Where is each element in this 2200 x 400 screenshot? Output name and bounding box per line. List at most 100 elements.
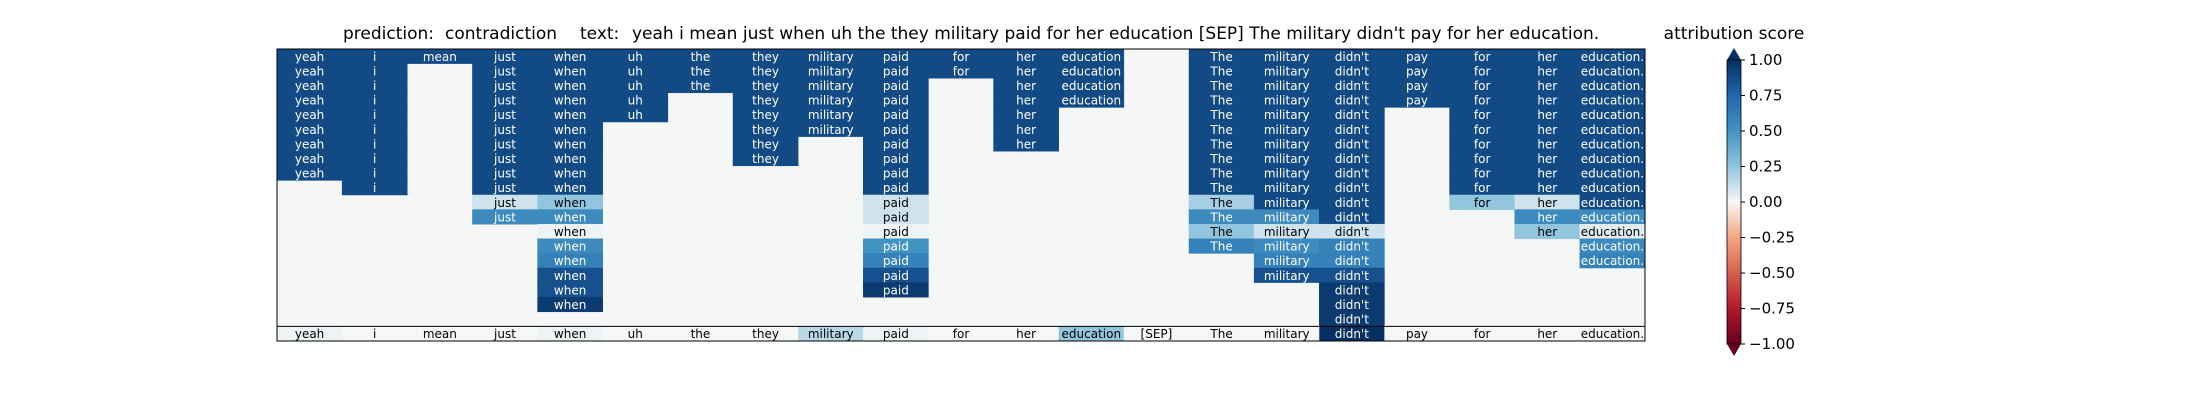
cell-token-label: they [752,108,779,122]
cell-token-label: just [493,108,516,122]
cell-token-label: didn't [1335,313,1369,327]
cell-token-label: uh [628,64,643,78]
heatmap-cell [863,282,929,298]
cell-token-label: i [373,181,376,195]
cell-token-label: just [493,181,516,195]
cell-token-label: for [1474,123,1491,137]
cell-token-label: military [808,123,854,137]
cell-token-label: education. [1581,108,1644,122]
cell-token-label: for [1474,94,1491,108]
cell-token-label: uh [628,108,643,122]
cell-token-label: military [1264,210,1310,224]
cell-token-label: military [808,108,854,122]
cell-token-label: paid [883,108,909,122]
cell-token-label: pay [1406,79,1428,93]
cell-token-label: when [554,137,586,151]
score-token-label: paid [883,327,909,341]
cell-token-label: didn't [1335,240,1369,254]
cell-token-label: military [1264,137,1310,151]
cell-token-label: her [1537,196,1557,210]
cell-token-label: The [1209,94,1232,108]
cell-token-label: when [554,240,586,254]
heatmap-cell [341,180,408,196]
cell-token-label: i [373,137,376,151]
cell-token-label: paid [883,254,909,268]
cell-token-label: mean [423,50,457,64]
cell-token-label: The [1209,240,1232,254]
cell-token-label: i [373,79,376,93]
prediction-value: contradiction [445,24,557,44]
cell-token-label: i [373,123,376,137]
cell-token-label: when [554,254,586,268]
cell-token-label: for [1474,137,1491,151]
cell-token-label: her [1537,167,1557,181]
cell-token-label: paid [883,79,909,93]
score-cell [407,326,473,341]
cell-token-label: for [1474,64,1491,78]
heatmap-cell [537,296,603,313]
cell-token-label: they [752,79,779,93]
cell-token-label: didn't [1335,94,1369,108]
cell-token-label: The [1209,79,1232,93]
cell-token-label: military [1264,79,1310,93]
cell-token-label: her [1537,152,1557,166]
cell-token-label: paid [883,240,909,254]
cell-token-label: didn't [1335,196,1369,210]
cell-token-label: just [493,50,516,64]
score-cell [1449,326,1515,341]
score-token-label: the [691,327,711,341]
cell-token-label: paid [883,196,909,210]
score-cell [1579,326,1645,341]
cell-token-label: just [493,123,516,137]
cell-token-label: paid [883,123,909,137]
cell-token-label: paid [883,50,909,64]
cell-token-label: her [1537,64,1557,78]
cell-token-label: i [373,64,376,78]
cell-token-label: didn't [1335,108,1369,122]
colorbar-tick-label: 1.00 [1749,51,1782,69]
cell-token-label: yeah [295,79,324,93]
cell-token-label: didn't [1335,167,1369,181]
heatmap-cell [993,136,1059,152]
cell-token-label: paid [883,269,909,283]
cell-token-label: pay [1406,64,1428,78]
cell-token-label: paid [883,94,909,108]
cell-token-label: just [493,94,516,108]
cell-token-label: her [1016,137,1036,151]
cell-token-label: education [1062,64,1122,78]
cell-token-label: her [1537,210,1557,224]
cell-token-label: didn't [1335,225,1369,239]
colorbar-bottom-extend [1727,344,1741,356]
score-cell [1319,326,1385,341]
colorbar-tick-label: 0.75 [1749,87,1782,105]
cell-token-label: education [1062,79,1122,93]
cell-token-label: education. [1581,210,1644,224]
cell-token-label: education. [1581,240,1644,254]
score-token-label: yeah [295,327,324,341]
cell-token-label: paid [883,283,909,297]
cell-token-label: for [1474,79,1491,93]
cell-token-label: military [1264,50,1310,64]
cell-token-label: didn't [1335,123,1369,137]
score-token-label: i [373,327,376,341]
cell-token-label: when [554,79,586,93]
cell-token-label: The [1209,196,1232,210]
cell-token-label: didn't [1335,269,1369,283]
cell-token-label: they [752,123,779,137]
cell-token-label: The [1209,152,1232,166]
cell-token-label: education. [1581,137,1644,151]
score-cell [1058,326,1124,341]
cell-token-label: didn't [1335,283,1369,297]
cell-token-label: i [373,50,376,64]
score-cell [1123,326,1189,341]
cell-token-label: when [554,225,586,239]
cell-token-label: paid [883,152,909,166]
cell-token-label: for [953,50,970,64]
cell-token-label: they [752,50,779,64]
cell-token-label: military [1264,167,1310,181]
cell-token-label: her [1537,108,1557,122]
cell-token-label: military [1264,240,1310,254]
score-cell [1384,326,1450,341]
cell-token-label: military [1264,94,1310,108]
